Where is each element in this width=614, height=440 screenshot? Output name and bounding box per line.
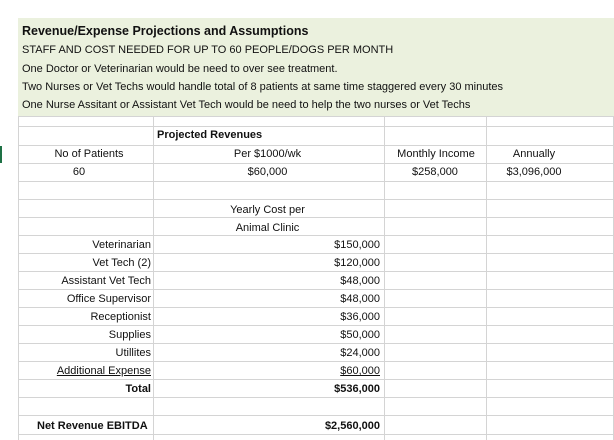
gridline <box>18 126 614 127</box>
net-revenue-label[interactable]: Net Revenue EBITDA <box>37 420 148 432</box>
rate-value[interactable]: $60,000 <box>247 166 288 178</box>
cost-label-office-supervisor[interactable]: Office Supervisor <box>66 293 151 305</box>
gridline <box>18 379 614 380</box>
gridline <box>18 145 614 146</box>
gridline <box>18 181 614 182</box>
cost-label-supplies[interactable]: Supplies <box>108 329 151 341</box>
gridline <box>18 325 614 326</box>
rate-header[interactable]: Per $1000/wk <box>233 148 302 160</box>
cost-value-office-supervisor[interactable]: $48,000 <box>340 293 380 305</box>
cost-label-vet-tech[interactable]: Vet Tech (2) <box>92 257 152 269</box>
patients-value[interactable]: 60 <box>72 166 86 178</box>
total-label[interactable]: Total <box>125 383 151 395</box>
monthly-header[interactable]: Monthly Income <box>397 148 475 160</box>
cost-value-receptionist[interactable]: $36,000 <box>340 311 380 323</box>
gridline <box>18 199 614 200</box>
header-line-staff[interactable]: STAFF AND COST NEEDED FOR UP TO 60 PEOPL… <box>22 44 394 56</box>
sheet-title[interactable]: Revenue/Expense Projections and Assumpti… <box>22 24 309 38</box>
gridline <box>18 397 614 398</box>
gridline <box>18 163 614 164</box>
cost-label-additional-expense[interactable]: Additional Expense <box>56 365 151 377</box>
header-block <box>18 18 614 116</box>
gridline <box>18 116 19 440</box>
projected-revenues-label[interactable]: Projected Revenues <box>157 129 263 141</box>
header-line-nurses[interactable]: Two Nurses or Vet Techs would handle tot… <box>22 81 504 93</box>
cost-label-utilities[interactable]: Utillites <box>115 347 151 359</box>
gridline <box>18 289 614 290</box>
gridline <box>18 116 614 117</box>
active-cell-marker <box>0 146 2 163</box>
cost-value-supplies[interactable]: $50,000 <box>340 329 380 341</box>
gridline <box>153 116 154 440</box>
net-revenue-value[interactable]: $2,560,000 <box>324 420 380 432</box>
cost-value-utilities[interactable]: $24,000 <box>340 347 380 359</box>
annual-header[interactable]: Annually <box>512 148 556 160</box>
gridline <box>18 307 614 308</box>
cost-value-assistant-vet-tech[interactable]: $48,000 <box>340 275 380 287</box>
monthly-value[interactable]: $258,000 <box>412 166 458 178</box>
gridline <box>18 415 614 416</box>
cost-label-veterinarian[interactable]: Veterinarian <box>92 239 151 251</box>
patients-header[interactable]: No of Patients <box>54 148 124 160</box>
gridline <box>18 271 614 272</box>
yearly-cost-header[interactable]: Yearly Cost per <box>230 204 305 216</box>
gridline <box>18 235 614 236</box>
gridline <box>18 253 614 254</box>
gridline <box>18 361 614 362</box>
header-line-doctor[interactable]: One Doctor or Veterinarian would be need… <box>22 63 338 75</box>
gridline <box>384 116 385 440</box>
cost-label-receptionist[interactable]: Receptionist <box>90 311 151 323</box>
annual-value[interactable]: $3,096,000 <box>506 166 562 178</box>
gridline <box>18 434 614 435</box>
animal-clinic-header[interactable]: Animal Clinic <box>235 222 300 234</box>
cost-value-vet-tech[interactable]: $120,000 <box>334 257 380 269</box>
gridline <box>486 116 487 440</box>
gridline <box>18 217 614 218</box>
cost-value-veterinarian[interactable]: $150,000 <box>334 239 380 251</box>
header-line-assistant[interactable]: One Nurse Assitant or Assistant Vet Tech… <box>22 99 471 111</box>
cost-value-additional-expense[interactable]: $60,000 <box>340 365 380 377</box>
cost-label-assistant-vet-tech[interactable]: Assistant Vet Tech <box>61 275 151 287</box>
gridline <box>18 343 614 344</box>
total-value[interactable]: $536,000 <box>334 383 380 395</box>
